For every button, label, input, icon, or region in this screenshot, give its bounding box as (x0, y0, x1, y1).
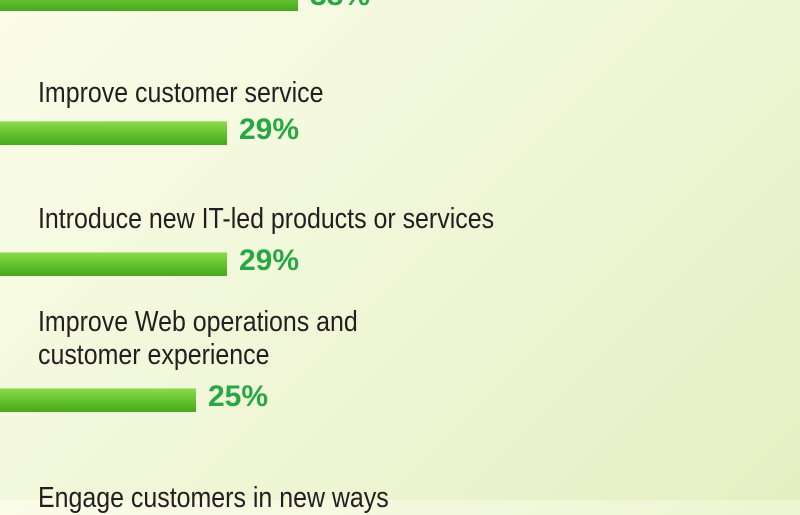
value-label: 25% (208, 380, 269, 413)
value-label: 38% (310, 0, 370, 11)
bar (0, 121, 227, 145)
bar (0, 0, 298, 11)
bar (0, 388, 196, 412)
category-label: customer experience (38, 339, 270, 371)
category-label: Engage customers in new ways (38, 482, 389, 514)
value-label: 29% (239, 113, 300, 146)
bar (0, 252, 227, 276)
value-label: 29% (239, 244, 300, 277)
bar-chart: 38% Improve customer service 29% Introduce … (0, 0, 495, 514)
category-label: Introduce new IT-led products or service… (38, 203, 495, 235)
category-label: Improve Web operations and (38, 306, 358, 338)
category-label: Improve customer service (38, 77, 324, 109)
